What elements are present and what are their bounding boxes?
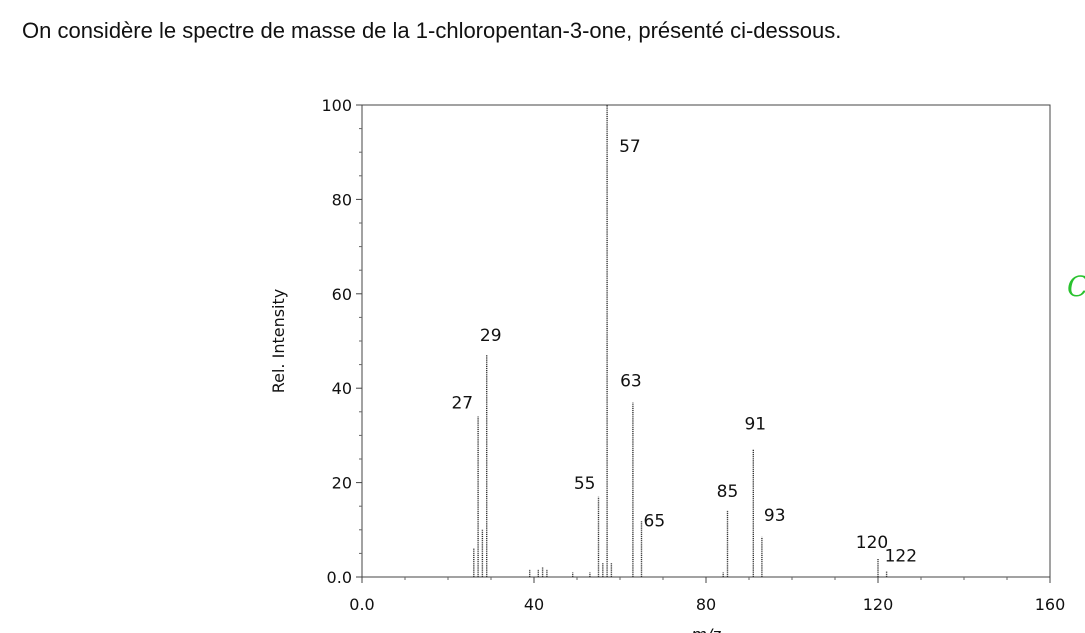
peak-label: 57 bbox=[619, 137, 641, 157]
axis-ticks: 0.0 20 40 60 80 100 0.0 40 80 120 160 bbox=[321, 96, 1065, 614]
peak-label: 65 bbox=[644, 511, 666, 531]
peak-label: 122 bbox=[885, 546, 917, 566]
handwritten-mark: C bbox=[1067, 270, 1085, 303]
y-tick-label: 60 bbox=[332, 285, 352, 304]
x-tick-label: 160 bbox=[1035, 595, 1066, 614]
peak-label: 93 bbox=[764, 506, 786, 526]
y-tick-label: 100 bbox=[321, 96, 352, 115]
y-tick-label: 20 bbox=[332, 474, 352, 493]
y-tick-label: 80 bbox=[332, 190, 352, 209]
plot-frame bbox=[361, 104, 1051, 578]
y-tick-label: 0.0 bbox=[327, 568, 352, 587]
peak-bars bbox=[473, 105, 888, 577]
peak-label: 91 bbox=[744, 415, 766, 435]
x-tick-label: 40 bbox=[524, 595, 544, 614]
y-tick-label: 40 bbox=[332, 379, 352, 398]
x-tick-label: 0.0 bbox=[349, 595, 374, 614]
peak-label: 55 bbox=[574, 474, 596, 494]
y-axis-label: Rel. Intensity bbox=[269, 289, 288, 394]
x-tick-label: 80 bbox=[696, 595, 716, 614]
peak-label: 27 bbox=[451, 394, 473, 414]
peak-label: 63 bbox=[620, 371, 642, 391]
peak-label: 85 bbox=[717, 482, 739, 502]
x-axis-label: m/z bbox=[691, 625, 721, 633]
x-tick-label: 120 bbox=[863, 595, 894, 614]
peak-label: 120 bbox=[856, 533, 888, 553]
intro-text: On considère le spectre de masse de la 1… bbox=[22, 18, 842, 43]
peak-label: 29 bbox=[480, 326, 502, 346]
